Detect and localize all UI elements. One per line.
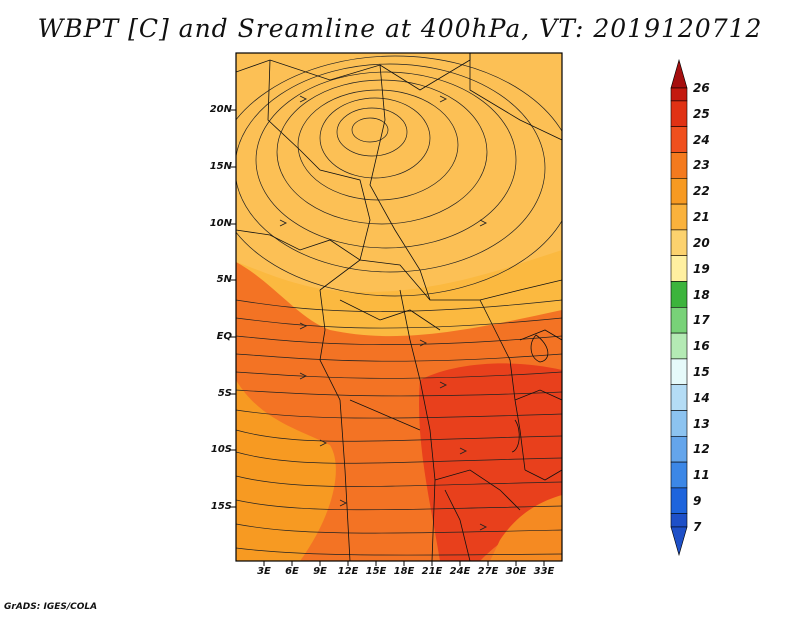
colorbar-swatch (670, 461, 688, 489)
colorbar-label: 18 (693, 288, 710, 302)
wbpt-hot-east (419, 363, 562, 561)
colorbar-swatch (670, 203, 688, 231)
colorbar-swatch (670, 229, 688, 256)
colorbar-swatch (670, 281, 688, 308)
x-label-30e: 30E (505, 566, 527, 577)
colorbar-swatch (670, 384, 688, 411)
colorbar-swatch (670, 178, 688, 205)
colorbar-label: 22 (693, 184, 710, 198)
y-label-5n: 5N (216, 274, 232, 285)
colorbar-swatch (670, 332, 688, 360)
colorbar-swatch (670, 306, 688, 334)
country-borders (236, 53, 562, 561)
colorbar-label: 9 (693, 494, 702, 508)
map-title: WBPT [C] and Sreamline at 400hPa, VT: 20… (37, 14, 763, 43)
colorbar-label: 19 (693, 262, 710, 276)
streamlines (236, 55, 562, 556)
colorbar-label: 12 (693, 442, 710, 456)
map-area (236, 53, 562, 561)
colorbar-swatch (670, 358, 688, 385)
y-label-eq: EQ (216, 331, 232, 342)
wbpt-cool-north (236, 53, 562, 292)
x-label-21e: 21E (421, 566, 443, 577)
colorbar-label: 17 (693, 313, 710, 327)
colorbar-label: 25 (693, 107, 710, 121)
colorbar-swatch (670, 126, 688, 153)
colorbar-label: 26 (693, 81, 710, 95)
colorbar-bottom-arrow (670, 526, 688, 557)
colorbar-swatch (670, 513, 688, 528)
colorbar-label: 21 (693, 210, 710, 224)
colorbar-label: 20 (693, 236, 710, 250)
y-label-10s: 10S (210, 444, 232, 455)
x-label-24e: 24E (449, 566, 471, 577)
colorbar-swatch (670, 435, 688, 463)
colorbar-label: 7 (693, 520, 702, 534)
map-frame (235, 52, 563, 562)
colorbar (670, 58, 688, 557)
x-label-9e: 9E (313, 566, 327, 577)
x-label-3e: 3E (257, 566, 271, 577)
x-label-15e: 15E (365, 566, 387, 577)
colorbar-label: 11 (693, 468, 710, 482)
colorbar-top-arrow (670, 58, 688, 89)
colorbar-label: 23 (693, 158, 710, 172)
x-axis-ticks (263, 561, 545, 566)
wbpt-moderate-southeast (490, 495, 562, 561)
colorbar-swatch (670, 487, 688, 514)
x-label-27e: 27E (477, 566, 499, 577)
x-label-6e: 6E (285, 566, 299, 577)
x-label-18e: 18E (393, 566, 415, 577)
colorbar-swatch (670, 152, 688, 179)
x-label-33e: 33E (533, 566, 555, 577)
colorbar-swatch (670, 255, 688, 282)
colorbar-swatch (670, 410, 688, 437)
grads-credit: GrADS: IGES/COLA (4, 602, 98, 612)
colorbar-label: 14 (693, 391, 710, 405)
y-label-10n: 10N (209, 218, 232, 229)
x-label-12e: 12E (337, 566, 359, 577)
y-label-20n: 20N (209, 104, 232, 115)
y-label-5s: 5S (217, 388, 232, 399)
colorbar-label: 13 (693, 417, 710, 431)
y-label-15n: 15N (209, 161, 232, 172)
colorbar-label: 24 (693, 133, 710, 147)
y-axis-ticks (231, 109, 236, 508)
colorbar-swatch (670, 87, 688, 102)
colorbar-label: 16 (693, 339, 710, 353)
streamline-arrows (279, 95, 488, 531)
colorbar-label: 15 (693, 365, 710, 379)
wbpt-moderate-west (236, 380, 336, 561)
colorbar-swatch (670, 100, 688, 128)
y-label-15s: 15S (210, 501, 232, 512)
